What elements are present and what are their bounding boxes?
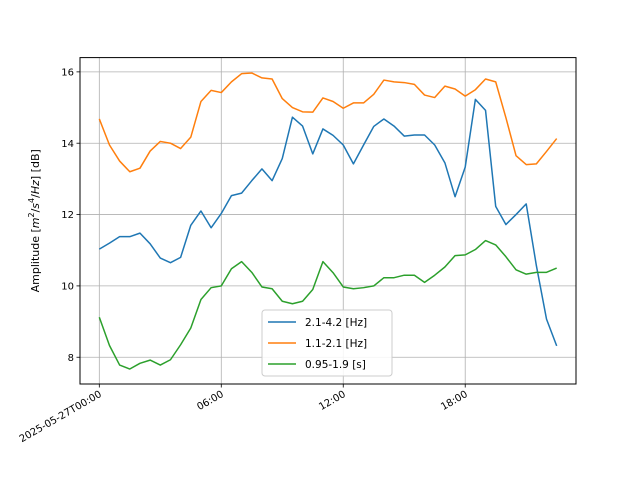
y-tick-label: 14 — [61, 139, 74, 150]
y-tick-label: 10 — [61, 282, 74, 293]
y-axis-label-s: s — [29, 203, 42, 209]
legend-label-1: 2.1-4.2 [Hz] — [305, 317, 367, 329]
series-line-3 — [98, 239, 557, 370]
y-axis-label-mid: / — [29, 208, 42, 212]
y-tick-label: 8 — [68, 353, 74, 364]
y-axis-label: Amplitude [m2/s4/Hz] [dB] — [27, 149, 42, 292]
legend-label-2: 1.1-2.1 [Hz] — [305, 338, 367, 350]
y-axis-label-hz: Hz — [29, 180, 42, 194]
y-axis-label-pre: Amplitude [ — [29, 228, 42, 292]
y-axis-label-slash: / — [29, 194, 42, 198]
legend-label-3: 0.95-1.9 [s] — [305, 359, 366, 371]
y-axis-label-sup2: 2 — [27, 212, 36, 217]
series-lines — [98, 72, 558, 370]
y-axis-label-m: m — [29, 218, 42, 229]
y-tick-label: 12 — [61, 210, 74, 221]
plot-frame — [79, 57, 577, 385]
y-axis-label-sup4: 4 — [27, 198, 36, 203]
legend-box — [261, 309, 393, 377]
legend: 2.1-4.2 [Hz] 1.1-2.1 [Hz] 0.95-1.9 [s] — [261, 309, 393, 377]
series-line-2 — [98, 72, 558, 173]
y-tick-label: 16 — [61, 67, 74, 78]
grid-lines — [80, 57, 576, 384]
series-line-1 — [98, 98, 558, 347]
y-axis-label-post: ] [dB] — [29, 149, 42, 180]
